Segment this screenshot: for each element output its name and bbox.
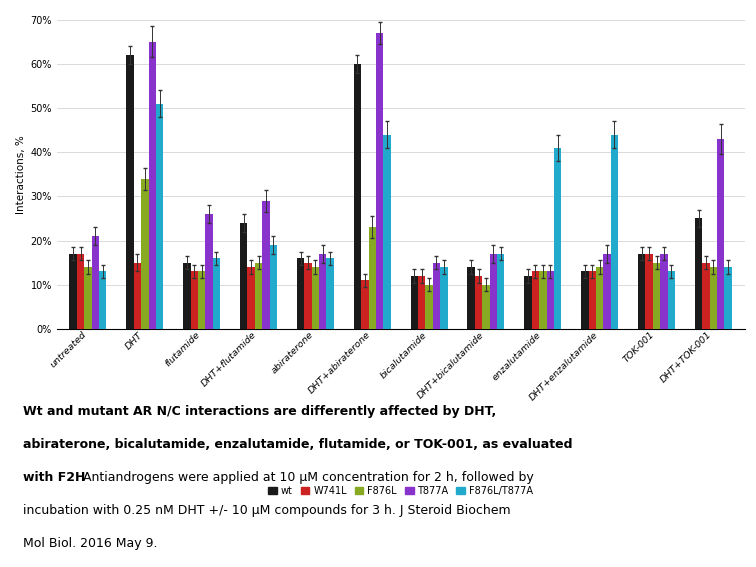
Bar xyxy=(369,227,376,329)
Bar xyxy=(141,179,148,329)
Bar xyxy=(84,267,91,329)
Bar xyxy=(297,258,305,329)
Bar xyxy=(183,263,191,329)
Bar xyxy=(361,280,369,329)
Bar xyxy=(247,267,255,329)
Bar xyxy=(156,104,163,329)
Bar xyxy=(70,254,77,329)
Bar xyxy=(482,285,490,329)
Bar xyxy=(191,272,198,329)
Text: incubation with 0.25 nM DHT +/- 10 μM compounds for 3 h. J Steroid Biochem: incubation with 0.25 nM DHT +/- 10 μM co… xyxy=(23,504,510,517)
Bar xyxy=(311,267,319,329)
Bar xyxy=(539,272,547,329)
Bar xyxy=(531,272,539,329)
Bar xyxy=(717,139,724,329)
Bar xyxy=(426,285,432,329)
Bar xyxy=(126,55,134,329)
Bar xyxy=(376,33,383,329)
Bar xyxy=(319,254,327,329)
Bar xyxy=(148,42,156,329)
Bar xyxy=(270,245,277,329)
Bar xyxy=(418,276,426,329)
Bar xyxy=(660,254,668,329)
Bar xyxy=(77,254,84,329)
Bar xyxy=(695,218,702,329)
Bar xyxy=(710,267,717,329)
Bar xyxy=(653,263,660,329)
Bar xyxy=(134,263,141,329)
Bar xyxy=(198,272,206,329)
Bar xyxy=(305,263,311,329)
Bar xyxy=(611,134,618,329)
Bar xyxy=(99,272,107,329)
Bar xyxy=(596,267,603,329)
Text: Wt and mutant AR N/C interactions are differently affected by DHT,: Wt and mutant AR N/C interactions are di… xyxy=(23,405,496,418)
Text: . Antiandrogens were applied at 10 μM concentration for 2 h, followed by: . Antiandrogens were applied at 10 μM co… xyxy=(75,471,534,484)
Bar xyxy=(467,267,475,329)
Legend: wt, W741L, F876L, T877A, F876L/T877A: wt, W741L, F876L, T877A, F876L/T877A xyxy=(265,482,537,500)
Bar xyxy=(724,267,732,329)
Bar xyxy=(702,263,710,329)
Bar xyxy=(581,272,589,329)
Bar xyxy=(411,276,418,329)
Bar xyxy=(212,258,220,329)
Bar xyxy=(383,134,391,329)
Bar xyxy=(646,254,653,329)
Bar xyxy=(440,267,448,329)
Bar xyxy=(206,214,212,329)
Bar xyxy=(589,272,596,329)
Bar xyxy=(432,263,440,329)
Bar xyxy=(240,223,247,329)
Bar xyxy=(525,276,531,329)
Text: with F2H: with F2H xyxy=(23,471,85,484)
Bar xyxy=(547,272,554,329)
Text: abiraterone, bicalutamide, enzalutamide, flutamide, or TOK-001, as evaluated: abiraterone, bicalutamide, enzalutamide,… xyxy=(23,438,572,451)
Bar xyxy=(255,263,262,329)
Bar xyxy=(638,254,646,329)
Y-axis label: Interactions, %: Interactions, % xyxy=(16,135,26,214)
Bar xyxy=(554,148,561,329)
Bar xyxy=(497,254,504,329)
Bar xyxy=(91,236,99,329)
Bar xyxy=(262,201,270,329)
Bar xyxy=(475,276,482,329)
Bar xyxy=(490,254,497,329)
Text: Mol Biol. 2016 May 9.: Mol Biol. 2016 May 9. xyxy=(23,537,157,550)
Bar xyxy=(327,258,334,329)
Bar xyxy=(668,272,675,329)
Bar xyxy=(603,254,611,329)
Bar xyxy=(354,64,361,329)
